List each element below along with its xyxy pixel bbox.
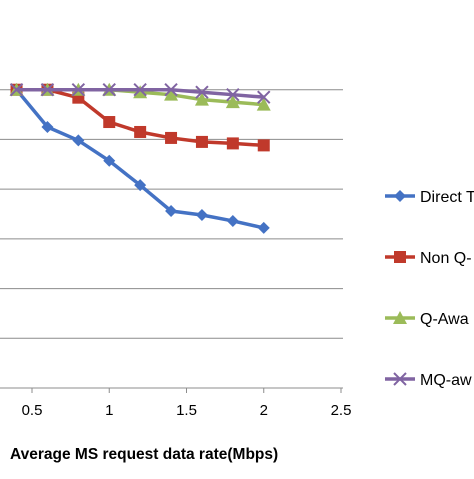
data-point [394, 251, 406, 263]
legend-label: Q-Awa [420, 311, 469, 328]
data-point [134, 179, 147, 192]
data-point [226, 137, 239, 150]
data-point [194, 92, 209, 106]
data-point-stroke [393, 372, 407, 386]
data-point [165, 131, 178, 144]
data-point-stroke [102, 83, 116, 97]
data-point [226, 214, 239, 227]
x-tick-label: 2.5 [331, 402, 352, 419]
data-point-stroke [9, 83, 24, 97]
legend-label: Non Q- [420, 250, 472, 267]
data-point [103, 116, 116, 129]
series-group [9, 82, 271, 234]
data-point [195, 85, 209, 99]
data-point [393, 372, 407, 386]
data-point [226, 87, 240, 102]
data-point [134, 125, 147, 138]
data-point [41, 121, 54, 133]
data-point [393, 311, 407, 324]
data-point [257, 139, 270, 152]
data-point [164, 87, 179, 101]
data-point [394, 190, 406, 202]
data-point [257, 90, 271, 104]
data-point [257, 221, 270, 234]
data-point-stroke [257, 90, 271, 104]
legend: Direct T Non Q- Q-Awa MQ-aw [385, 189, 474, 389]
legend-item: MQ-aw [385, 372, 472, 389]
data-point-stroke [71, 83, 86, 97]
legend-label: Direct T [420, 189, 474, 206]
data-point [164, 83, 178, 97]
data-point [133, 83, 147, 97]
axes: 0.5 1 1.5 2 2.5 [0, 387, 352, 419]
x-tick-label: 1 [105, 402, 113, 419]
data-point [9, 83, 24, 97]
legend-item: Non Q- [385, 250, 472, 267]
x-axis-title: Average MS request data rate(Mbps) [10, 446, 278, 463]
legend-item: Q-Awa [385, 311, 469, 328]
data-point [72, 134, 85, 147]
data-point [256, 97, 271, 111]
data-point [71, 83, 86, 97]
series-line [15, 88, 265, 230]
data-point [225, 95, 240, 109]
legend-item: Direct T [385, 189, 474, 206]
data-point [40, 83, 55, 97]
data-point [195, 208, 208, 221]
x-tick-label: 2 [260, 402, 268, 419]
data-point [102, 83, 116, 97]
data-point-stroke [164, 83, 178, 97]
x-tick-label: 1.5 [176, 402, 197, 419]
data-point [165, 205, 178, 218]
data-point-stroke [133, 83, 147, 97]
data-point-stroke [195, 85, 209, 99]
data-point [195, 135, 208, 148]
data-point [103, 154, 116, 167]
series-x [9, 83, 271, 104]
data-point-stroke [40, 83, 55, 97]
data-point-stroke [226, 87, 240, 102]
data-point [133, 85, 148, 99]
legend-label: MQ-aw [420, 372, 472, 389]
x-tick-label: 0.5 [22, 402, 43, 419]
